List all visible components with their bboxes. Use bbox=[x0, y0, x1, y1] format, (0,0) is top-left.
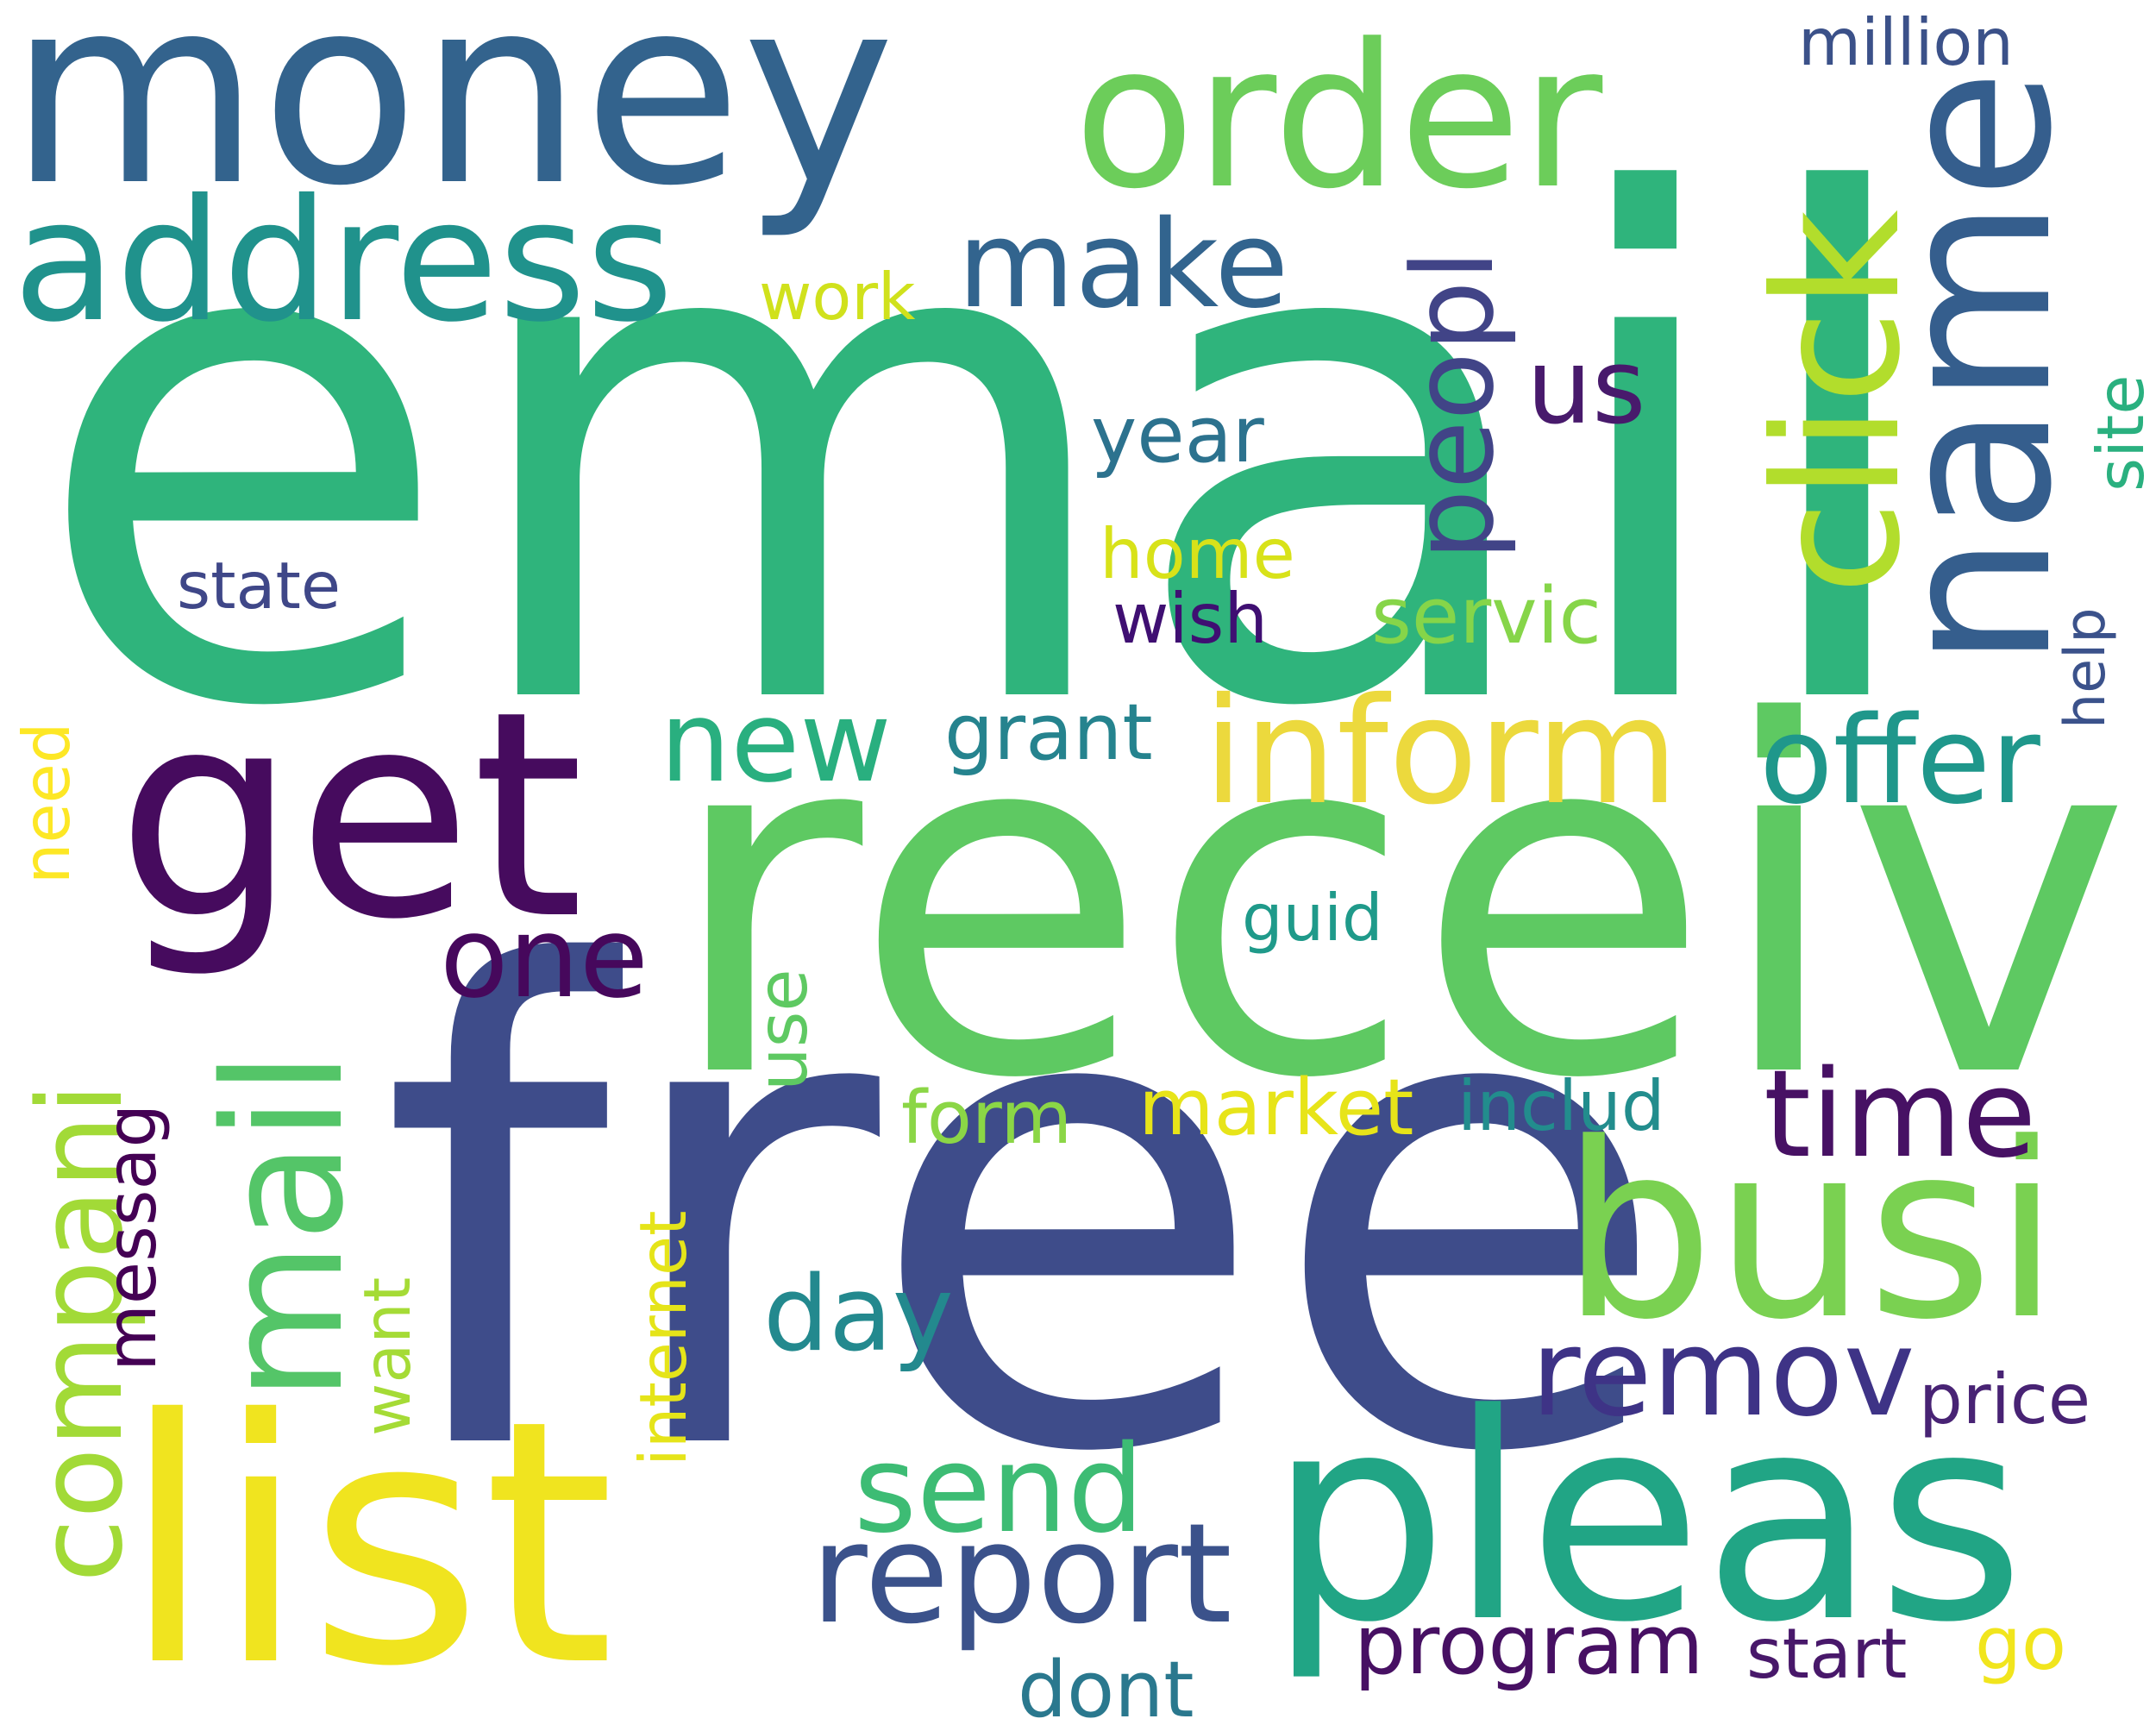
word-make: make bbox=[957, 195, 1288, 336]
word-home: home bbox=[1100, 514, 1295, 594]
word-inform: inform bbox=[1203, 667, 1678, 837]
word-day: day bbox=[763, 1255, 954, 1375]
word-time: time bbox=[1764, 1044, 2036, 1185]
word-need: need bbox=[9, 723, 85, 884]
word-pleas: pleas bbox=[1268, 1353, 2025, 1684]
word-dont: dont bbox=[1018, 1645, 1194, 1725]
word-list: list bbox=[121, 1348, 615, 1725]
word-go: go bbox=[1975, 1602, 2066, 1687]
word-state: state bbox=[177, 548, 341, 624]
word-address: address bbox=[13, 163, 674, 359]
word-get: get bbox=[116, 650, 584, 982]
word-price: price bbox=[1919, 1359, 2090, 1440]
word-click: click bbox=[1738, 210, 1939, 595]
word-mail: mail bbox=[189, 1051, 379, 1402]
word-order: order bbox=[1074, 3, 1603, 233]
word-peopl: peopl bbox=[1388, 249, 1519, 561]
word-market: market bbox=[1138, 1063, 1413, 1153]
word-form: form bbox=[901, 1076, 1072, 1161]
word-year: year bbox=[1091, 390, 1264, 480]
word-want: want bbox=[349, 1277, 425, 1436]
word-receiv: receiv bbox=[664, 622, 2132, 1184]
word-servic: servic bbox=[1371, 571, 1601, 662]
word-help: help bbox=[2053, 607, 2118, 729]
word-internet: internet bbox=[625, 1210, 701, 1466]
word-use: use bbox=[743, 969, 823, 1091]
word-remov: remov bbox=[1531, 1303, 1915, 1444]
word-includ: includ bbox=[1457, 1066, 1665, 1146]
word-site: site bbox=[2083, 375, 2156, 492]
word-report: report bbox=[811, 1493, 1232, 1654]
word-compani: compani bbox=[13, 1082, 148, 1583]
word-wish: wish bbox=[1112, 579, 1268, 659]
word-one: one bbox=[440, 892, 649, 1023]
word-money: money bbox=[9, 0, 895, 242]
word-program: program bbox=[1354, 1598, 1704, 1693]
word-guid: guid bbox=[1242, 880, 1383, 956]
word-million: million bbox=[1798, 4, 2014, 80]
word-email: email bbox=[30, 53, 1933, 857]
word-grant: grant bbox=[944, 687, 1153, 778]
word-messag: messag bbox=[91, 1104, 172, 1371]
word-work: work bbox=[759, 259, 916, 335]
word-us: us bbox=[1526, 328, 1646, 448]
word-offer: offer bbox=[1759, 691, 2040, 831]
word-busi: busi bbox=[1561, 1092, 2060, 1373]
word-new: new bbox=[660, 676, 892, 807]
word-free: free bbox=[379, 833, 1671, 1596]
word-send: send bbox=[854, 1420, 1144, 1560]
word-name: name bbox=[1852, 69, 2098, 668]
word-start: start bbox=[1746, 1614, 1907, 1694]
